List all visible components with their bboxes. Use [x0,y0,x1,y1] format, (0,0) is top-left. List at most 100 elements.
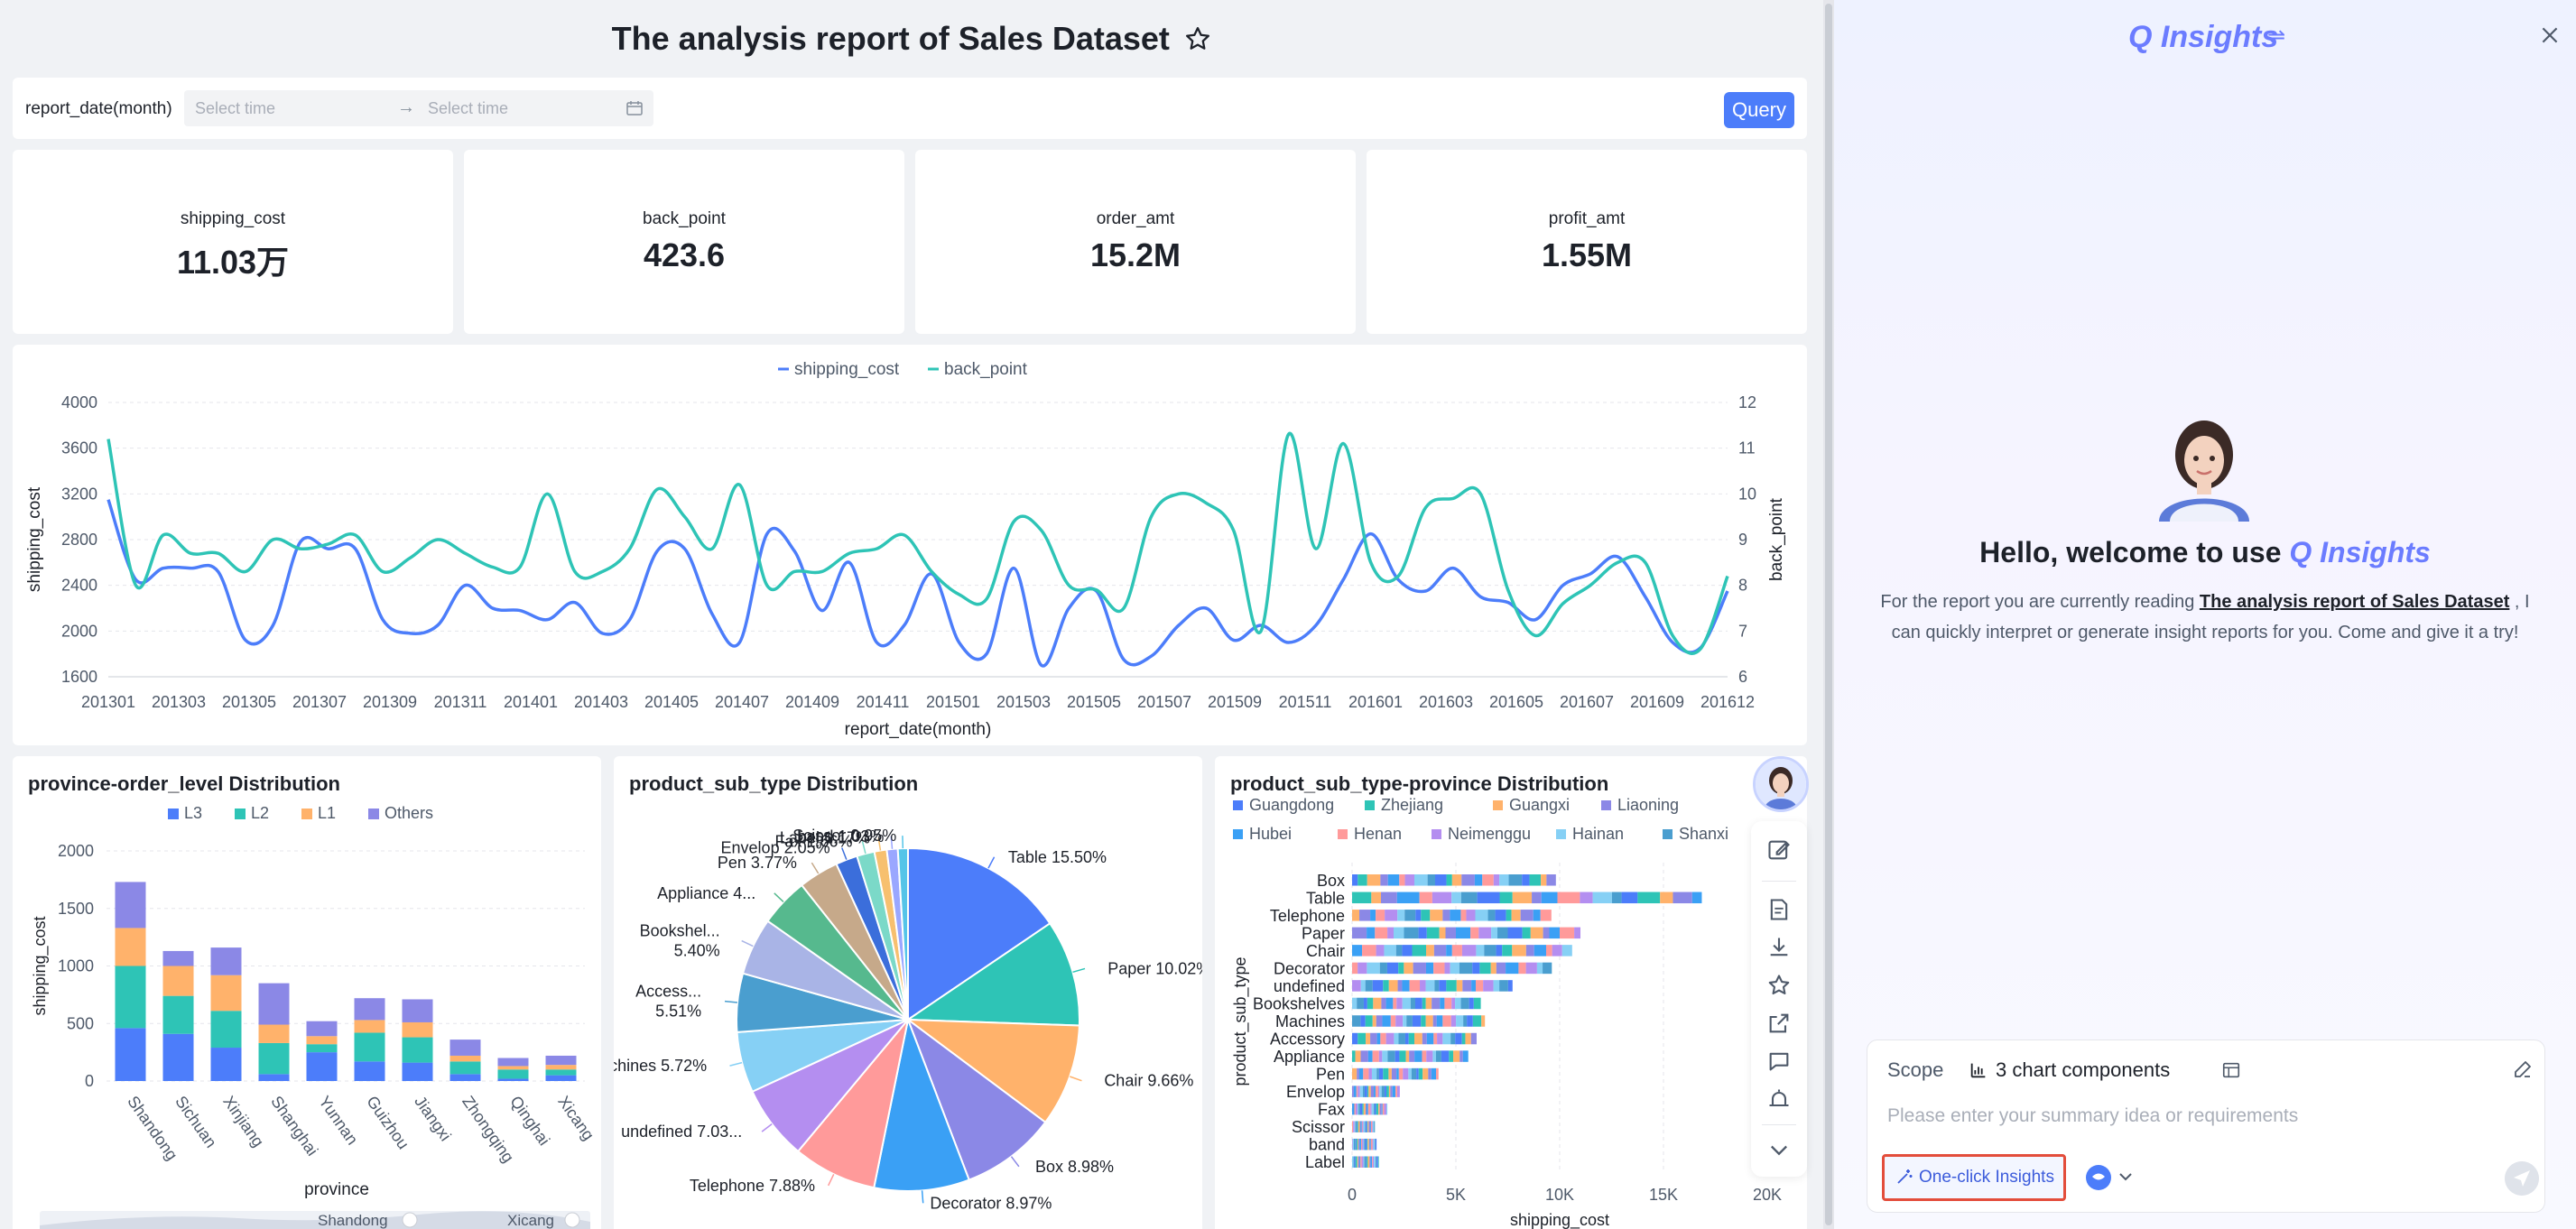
x-tick-label: Qinghai [506,1093,553,1149]
favorite-star-icon[interactable] [1184,25,1211,52]
kpi-card-back-point[interactable]: back_point 423.6 [464,150,904,334]
bar-segment [1370,910,1376,921]
bar-segment [354,1032,385,1062]
bar-segment [1387,927,1394,939]
bar-segment [1376,1032,1381,1045]
intro-report-link[interactable]: The analysis report of Sales Dataset [2199,592,2510,612]
bar-segment [1399,1050,1406,1062]
bar-chart-card[interactable]: province-order_level Distribution 0 500 10… [13,756,601,1229]
bar-segment [1363,1103,1366,1115]
legend-label: L1 [318,804,336,822]
kpi-card-profit-amt[interactable]: profit_amt 1.55M [1367,150,1807,334]
bar-segment [1427,874,1435,886]
bar-segment [449,1055,481,1062]
legend-label: Guangdong [1249,796,1334,814]
bar-segment [1549,927,1560,939]
bar-segment [1433,962,1445,975]
bar-segment [1466,910,1476,921]
query-button[interactable]: Query [1724,92,1794,128]
bar-segment [1465,1032,1471,1045]
start-date-input[interactable]: Select time [195,99,276,117]
assistant-face-icon [1756,759,1806,809]
chevron-down-icon[interactable] [1766,1137,1792,1162]
y-tick-label: undefined [1274,977,1345,995]
bar-segment [1354,1138,1356,1150]
send-button[interactable] [2505,1161,2539,1196]
bar-segment [1525,945,1534,956]
line-chart-card[interactable]: 1600 2000 2400 2800 3200 3600 4000 6 7 8 9 10 11 12 20… [13,345,1807,745]
y-tick-label: Pen [1316,1066,1345,1084]
series-line-shipping-cost [107,499,1729,668]
pie-leader-line [741,939,754,947]
bar-segment [1396,997,1403,1010]
bar-segment [1442,1015,1451,1027]
bar-segment [1404,910,1416,921]
bar-segment [1506,910,1512,921]
summary-input[interactable]: Please enter your summary idea or requir… [1887,1105,2299,1126]
pie-chart-card[interactable]: product_sub_type Distribution Table 15.5… [614,756,1202,1229]
edit-note-icon[interactable] [1766,837,1792,863]
pie-label: 5.51% [655,1003,701,1021]
bar-segment [1363,1156,1365,1168]
y-tick-label: Box [1317,872,1345,890]
bar-segment [402,999,433,1022]
x-axis-title: report_date(month) [845,720,992,739]
report-file-icon[interactable] [1766,897,1792,922]
share-icon[interactable] [1766,1011,1792,1036]
calendar-icon[interactable] [626,101,643,116]
bar-segment [449,1061,481,1075]
kpi-card-order-amt[interactable]: order_amt 15.2M [915,150,1356,334]
bar-segment [1472,962,1480,975]
bar-segment [1416,1067,1419,1080]
y2-tick-label: 7 [1738,622,1747,640]
end-date-input[interactable]: Select time [428,99,509,117]
bar-segment [1383,1067,1389,1080]
bar-segment [1372,1156,1373,1168]
bar-segment [1376,1067,1379,1080]
bar-segment [1435,874,1447,886]
alarm-icon[interactable] [1766,1086,1792,1112]
legend-marker [1365,800,1375,810]
bar-segment [1385,1032,1395,1045]
insights-panel: Q Insights ⇌ Hello, welcome to use Q Ins… [1834,0,2576,1229]
report-scrollbar[interactable] [1823,0,1834,1229]
hbar-chart-card[interactable]: product_sub_type-province Distribution 0… [1215,756,1807,1229]
close-icon[interactable] [2538,23,2562,47]
bar-segment [1543,962,1552,975]
y-tick-label: 0 [85,1072,94,1090]
bar-segment [1357,874,1367,886]
bar-segment [1369,1138,1371,1150]
scroll-slider-preview [40,1211,590,1229]
scope-label: Scope [1887,1058,1944,1081]
bar-segment [1388,980,1398,992]
legend-marker [1663,829,1673,839]
legend-label: Hubei [1249,825,1292,843]
date-range-picker[interactable]: Select time → Select time [184,90,653,126]
kpi-card-shipping-cost[interactable]: shipping_cost 11.03万 [13,150,453,334]
bar-segment [1359,910,1371,921]
bar-segment [1496,962,1506,975]
one-click-insights-button[interactable]: One-click Insights [1882,1154,2066,1201]
y-axis-title: shipping_cost [25,486,44,592]
bar-segment [402,1037,433,1063]
download-icon[interactable] [1766,935,1792,960]
swap-icon[interactable]: ⇌ [2267,24,2286,49]
bar-segment [115,928,146,966]
y-axis-title: shipping_cost [31,916,50,1015]
bar-segment [1434,980,1440,992]
pie-label: Label 1.17% [780,829,870,847]
new-chat-icon[interactable] [2512,1058,2534,1080]
model-selector[interactable] [2079,1158,2144,1197]
star-icon[interactable] [1766,973,1792,998]
assistant-avatar-button[interactable] [1753,756,1809,812]
y-tick-label: 1500 [58,900,94,918]
x-tick-label: 201603 [1419,693,1473,711]
comment-icon[interactable] [1766,1049,1792,1074]
scope-selector[interactable]: 3 chart components [1996,1058,2171,1081]
pie-leader-line [1069,1076,1082,1082]
bar-segment [1379,1103,1382,1115]
bar-segment [306,1036,338,1045]
bar-segment [1395,945,1403,956]
bar-segment [1395,1086,1398,1097]
table-icon[interactable] [2221,1060,2241,1080]
